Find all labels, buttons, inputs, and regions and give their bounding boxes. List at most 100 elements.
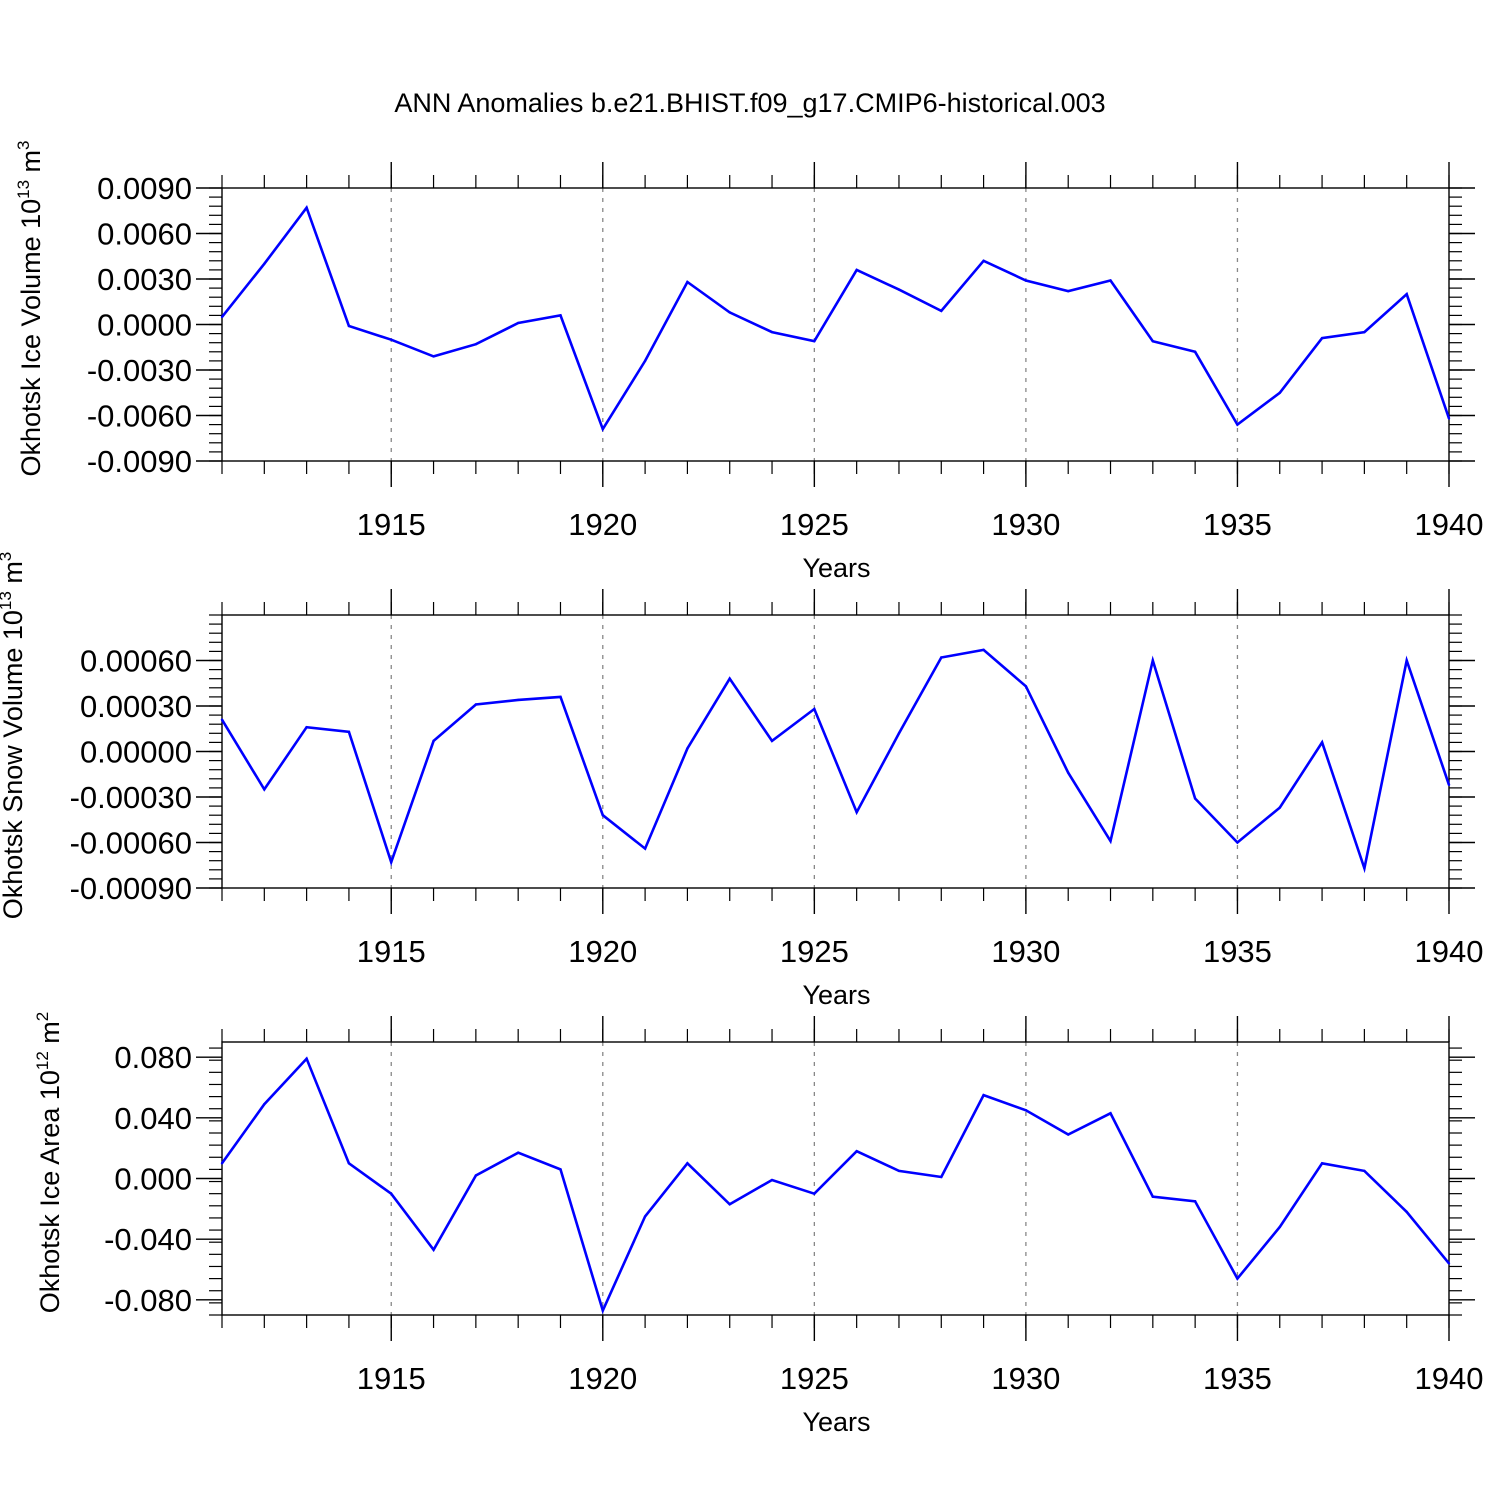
data-point [305, 206, 308, 209]
data-point [1024, 685, 1028, 688]
data-point [1278, 391, 1281, 394]
data-point [432, 739, 435, 743]
y-tick-label: 0.000 [114, 1162, 192, 1197]
data-point [643, 847, 647, 850]
y-tick-label: 0.0060 [97, 217, 192, 252]
x-tick-label: 1940 [1415, 934, 1484, 969]
y-axis-label: Okhotsk Ice Volume 1013 m3 [14, 140, 46, 476]
y-axis-label: Okhotsk Ice Area 1012 m2 [33, 1012, 65, 1314]
y-tick-label: 0.00030 [80, 689, 192, 724]
x-tick-label: 1920 [568, 507, 637, 542]
data-point [1447, 1262, 1451, 1265]
data-point [897, 1169, 901, 1173]
data-point [643, 1215, 647, 1218]
data-point [1363, 330, 1366, 334]
x-tick-label: 1915 [357, 507, 426, 542]
data-point [474, 343, 478, 346]
x-axis-label: Years [802, 1407, 870, 1437]
data-point [305, 726, 308, 729]
x-tick-label: 1925 [780, 934, 849, 969]
data-point [601, 1309, 604, 1312]
data-point [1236, 1277, 1239, 1280]
y-tick-label: -0.00060 [70, 826, 192, 861]
data-point [305, 1057, 308, 1060]
data-point [686, 1162, 689, 1165]
data-point [855, 810, 858, 814]
x-tick-label: 1930 [991, 507, 1060, 542]
data-point [516, 321, 520, 325]
data-point [1363, 867, 1366, 870]
series-line [220, 204, 1451, 433]
data-point [516, 698, 520, 702]
data-point [1024, 1109, 1028, 1112]
y-tick-label: -0.0030 [87, 353, 192, 388]
data-point [1193, 797, 1197, 800]
data-point [1151, 339, 1155, 343]
data-point [220, 315, 224, 319]
data-point [347, 1162, 351, 1165]
data-point [813, 1192, 816, 1195]
data-point [855, 268, 858, 272]
data-point [263, 788, 266, 791]
data-point [559, 695, 562, 699]
data-point [263, 1102, 266, 1106]
data-point [1193, 1200, 1197, 1203]
data-point [1405, 292, 1408, 296]
data-point [1320, 741, 1324, 744]
y-tick-label: 0.0000 [97, 308, 192, 343]
data-point [1024, 279, 1028, 282]
data-point [940, 1175, 943, 1179]
data-point [1405, 1210, 1408, 1214]
y-tick-label: 0.040 [114, 1101, 192, 1136]
data-point [1067, 1133, 1070, 1136]
data-point [474, 703, 478, 706]
y-tick-label: 0.0090 [97, 171, 192, 206]
series-line [220, 648, 1451, 874]
data-point [220, 1162, 224, 1165]
data-point [1447, 783, 1451, 787]
data-point [1193, 350, 1197, 353]
data-point [686, 747, 689, 750]
data-point [390, 1192, 393, 1195]
chart-title: ANN Anomalies b.e21.BHIST.f09_g17.CMIP6-… [394, 88, 1105, 118]
data-point [390, 338, 393, 341]
x-tick-label: 1915 [357, 1361, 426, 1396]
x-tick-label: 1935 [1203, 934, 1272, 969]
x-tick-label: 1920 [568, 1361, 637, 1396]
data-point [516, 1151, 520, 1154]
data-point [813, 707, 816, 711]
x-tick-label: 1940 [1415, 507, 1484, 542]
data-point [1278, 1225, 1281, 1229]
data-point [982, 259, 985, 262]
data-point [390, 861, 393, 864]
data-point [1067, 289, 1070, 293]
data-point [940, 309, 943, 313]
y-tick-label: -0.0060 [87, 399, 192, 434]
data-point [643, 359, 647, 363]
x-tick-label: 1925 [780, 507, 849, 542]
data-point [1320, 336, 1324, 340]
y-tick-label: -0.0090 [87, 444, 192, 479]
data-point [770, 330, 774, 334]
plot-frame [221, 1041, 1450, 1316]
panel-1: 0.0090 0.0060 0.0030 0.0000 -0.0030 -0.0060 -0… [14, 140, 1483, 583]
data-point [1067, 771, 1070, 774]
data-point [559, 1168, 562, 1171]
data-point [1236, 841, 1239, 844]
x-tick-label: 1925 [780, 1361, 849, 1396]
data-point [1151, 659, 1155, 662]
data-point [770, 739, 774, 743]
x-axis-label: Years [802, 553, 870, 583]
data-point [559, 314, 562, 317]
data-point [855, 1150, 858, 1153]
plot-frame [221, 187, 1450, 462]
y-tick-label: -0.080 [104, 1283, 192, 1318]
data-point [1363, 1169, 1366, 1173]
data-point [940, 656, 943, 659]
data-point [601, 427, 604, 431]
y-tick-label: 0.00000 [80, 735, 192, 770]
panel-3: 0.080 0.040 0.000 -0.040 -0.080 1915 1920 1925 1… [33, 1012, 1483, 1437]
data-point [347, 324, 351, 328]
data-point [1109, 1112, 1112, 1115]
